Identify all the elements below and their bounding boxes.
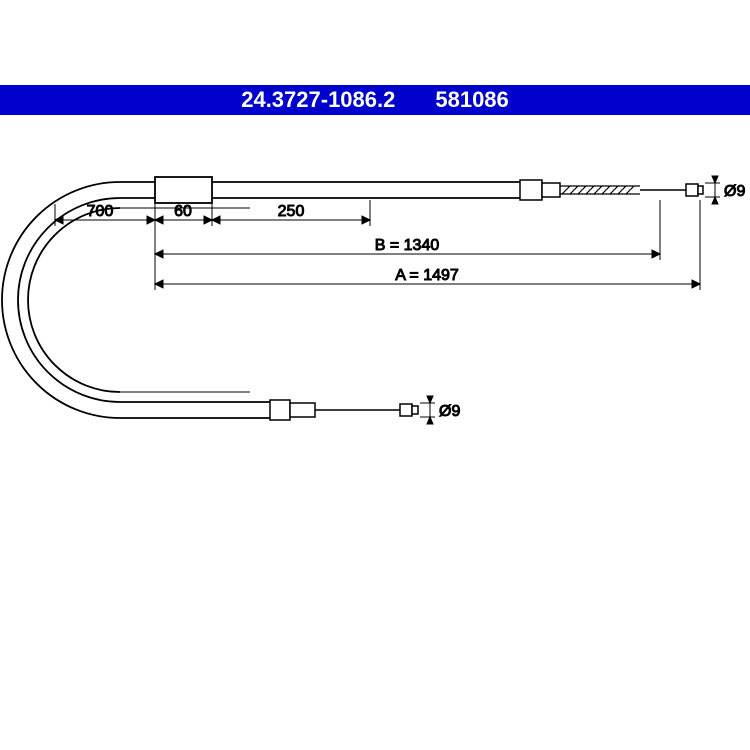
cable-body [2, 177, 520, 418]
dim-B: B = 1340 [375, 237, 440, 254]
dim-250: 250 [278, 203, 305, 220]
cable-diagram: 700 60 250 B = 1340 A = 1497 Ø9 [0, 0, 750, 750]
dim-60: 60 [174, 203, 192, 220]
dim-dia-top: Ø9 [724, 183, 745, 200]
dimensions: 700 60 250 B = 1340 A = 1497 Ø9 [55, 176, 745, 424]
dim-dia-bottom: Ø9 [439, 403, 460, 420]
dim-700: 700 [87, 203, 114, 220]
cable-end-bottom [270, 400, 418, 420]
dim-A: A = 1497 [395, 267, 459, 284]
cable-sleeve [155, 177, 212, 203]
cable-end-top [520, 180, 703, 200]
spring-icon [560, 186, 640, 194]
